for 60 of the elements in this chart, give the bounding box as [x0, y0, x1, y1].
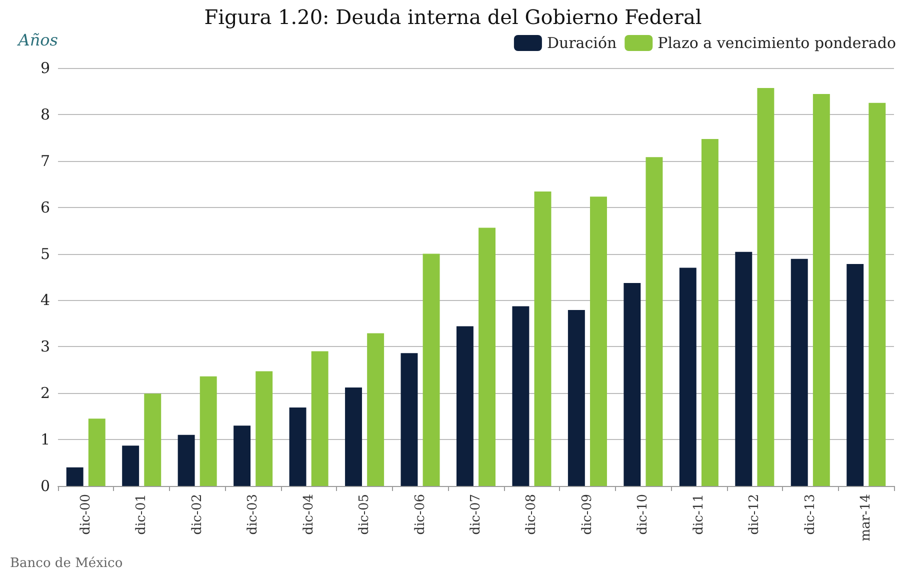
bar [66, 467, 84, 486]
x-tick-label: dic-09 [580, 494, 595, 535]
bar [289, 408, 306, 486]
bar [178, 434, 195, 486]
y-tick-label: 0 [40, 477, 50, 495]
bar [568, 310, 585, 486]
bar [624, 283, 641, 486]
bar [512, 306, 530, 486]
bar [757, 88, 774, 486]
y-tick-label: 3 [40, 338, 50, 356]
x-tick-label: dic-04 [301, 494, 316, 535]
legend-label: Plazo a vencimiento ponderado [658, 34, 896, 52]
bar [868, 102, 886, 486]
text: Banco de México [10, 556, 123, 571]
bar [456, 326, 474, 486]
bar [200, 376, 217, 486]
chart-title: Figura 1.20: Deuda interna del Gobierno Federal [204, 5, 702, 29]
y-tick-label: 5 [40, 244, 50, 263]
y-tick-label: 9 [40, 59, 50, 77]
y-tick-label: 8 [40, 105, 50, 124]
x-tick-label: mar-14 [858, 494, 874, 542]
bar [122, 446, 140, 486]
bar [534, 192, 552, 486]
bar [735, 252, 752, 486]
bar [88, 418, 106, 486]
bar [790, 258, 808, 486]
legend-label: Duración [546, 34, 617, 52]
x-tick-label: dic-08 [524, 494, 540, 535]
y-tick-label: 7 [40, 152, 50, 170]
bar [345, 388, 362, 486]
bar [311, 351, 328, 486]
bar [478, 228, 496, 486]
x-tick-label: dic-13 [802, 494, 818, 535]
x-tick-label: dic-07 [468, 494, 484, 535]
x-tick-label: dic-11 [691, 494, 706, 535]
x-tick-label: dic-05 [357, 494, 372, 535]
y-tick-label: 2 [40, 384, 50, 402]
bar [701, 139, 718, 486]
x-tick-label: dic-01 [134, 494, 150, 535]
bar [256, 371, 273, 486]
x-tick-label: dic-03 [246, 494, 261, 535]
bar [846, 264, 864, 486]
bar [367, 333, 384, 486]
y-tick-label: 1 [40, 430, 50, 449]
bar [679, 268, 696, 486]
x-tick-label: dic-10 [636, 494, 651, 535]
bar [422, 254, 440, 486]
bar [400, 353, 418, 486]
x-tick-label: dic-00 [78, 494, 94, 535]
bar [234, 426, 251, 486]
y-axis-title: Años [16, 30, 58, 50]
bar [646, 157, 663, 486]
x-tick-label: dic-02 [190, 494, 205, 535]
bar [590, 196, 607, 486]
y-tick-label: 4 [40, 291, 50, 310]
x-tick-label: dic-06 [412, 494, 428, 535]
bar [144, 394, 162, 486]
x-tick-label: dic-12 [747, 494, 762, 535]
bar [812, 94, 830, 486]
y-tick-label: 6 [40, 198, 50, 216]
